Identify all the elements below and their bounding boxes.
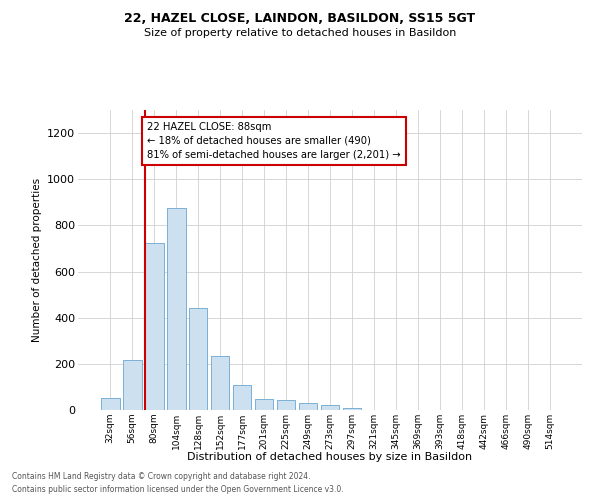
Text: 22, HAZEL CLOSE, LAINDON, BASILDON, SS15 5GT: 22, HAZEL CLOSE, LAINDON, BASILDON, SS15… [124, 12, 476, 26]
Text: Contains HM Land Registry data © Crown copyright and database right 2024.: Contains HM Land Registry data © Crown c… [12, 472, 311, 481]
Bar [101, 398, 119, 410]
Bar [189, 308, 208, 410]
Text: 22 HAZEL CLOSE: 88sqm
← 18% of detached houses are smaller (490)
81% of semi-det: 22 HAZEL CLOSE: 88sqm ← 18% of detached … [147, 122, 401, 160]
Text: Contains public sector information licensed under the Open Government Licence v3: Contains public sector information licen… [12, 485, 344, 494]
Bar [145, 242, 164, 410]
Bar [255, 399, 274, 410]
Bar [343, 408, 361, 410]
Bar [320, 406, 340, 410]
Bar [277, 400, 295, 410]
Bar [299, 403, 317, 410]
Bar [233, 384, 251, 410]
Text: Size of property relative to detached houses in Basildon: Size of property relative to detached ho… [144, 28, 456, 38]
Text: Distribution of detached houses by size in Basildon: Distribution of detached houses by size … [187, 452, 473, 462]
Bar [123, 360, 142, 410]
Bar [167, 208, 185, 410]
Bar [211, 356, 229, 410]
Y-axis label: Number of detached properties: Number of detached properties [32, 178, 41, 342]
